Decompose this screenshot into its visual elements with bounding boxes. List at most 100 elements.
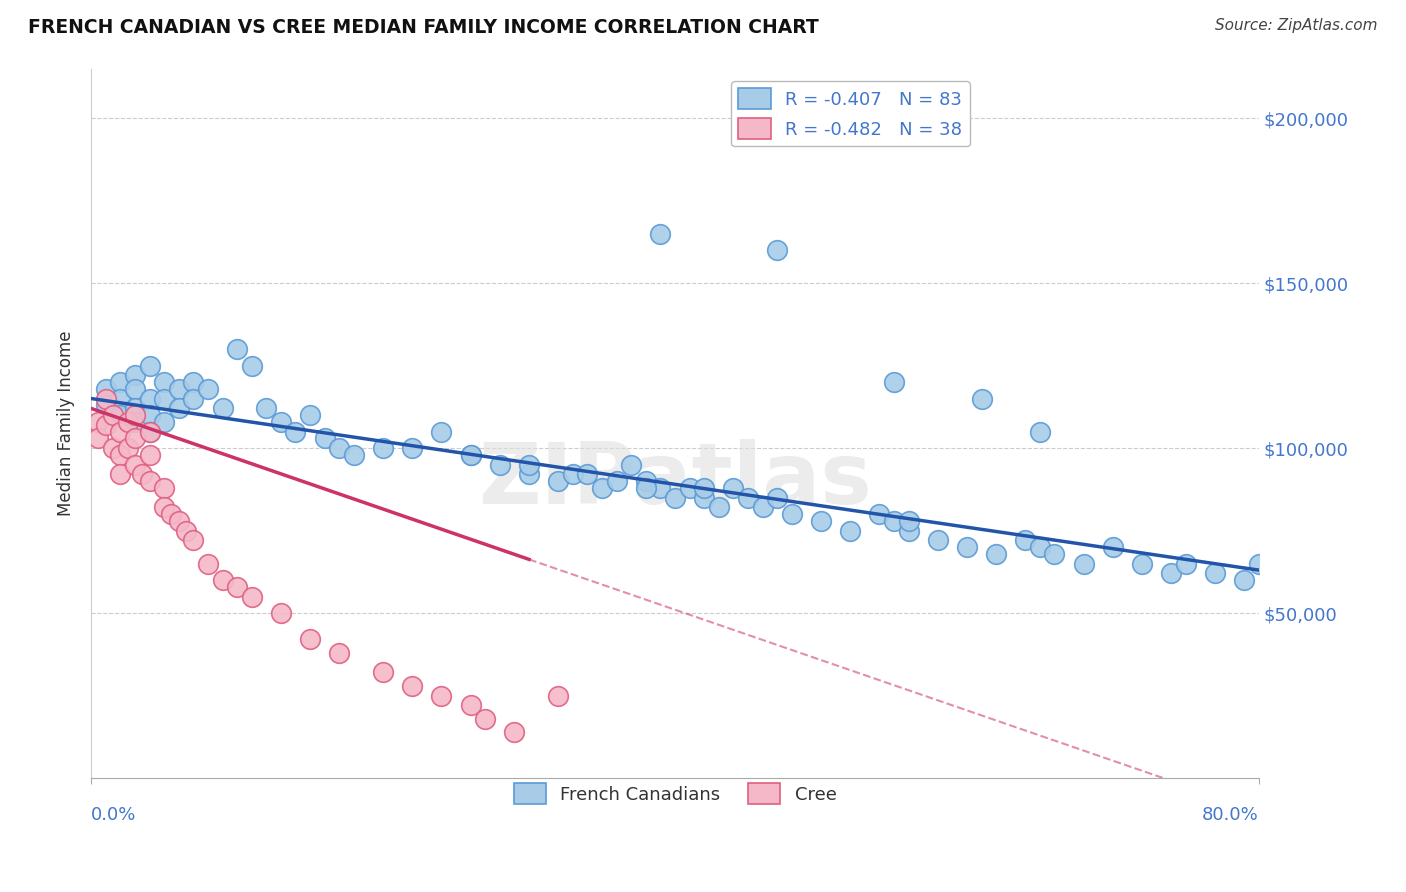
Point	[153, 392, 176, 406]
Point	[1130, 557, 1153, 571]
Point	[620, 458, 643, 472]
Point	[868, 507, 890, 521]
Point	[131, 467, 153, 482]
Point	[211, 573, 233, 587]
Point	[124, 382, 146, 396]
Point	[110, 392, 132, 406]
Point	[94, 382, 117, 396]
Point	[460, 448, 482, 462]
Point	[124, 458, 146, 472]
Point	[124, 368, 146, 383]
Point	[766, 491, 789, 505]
Point	[693, 481, 716, 495]
Point	[751, 500, 773, 515]
Point	[883, 375, 905, 389]
Point	[503, 724, 526, 739]
Point	[897, 514, 920, 528]
Point	[124, 431, 146, 445]
Point	[94, 417, 117, 432]
Point	[707, 500, 730, 515]
Point	[94, 398, 117, 412]
Point	[124, 401, 146, 416]
Point	[254, 401, 277, 416]
Point	[117, 441, 139, 455]
Point	[138, 392, 160, 406]
Point	[226, 580, 249, 594]
Point	[138, 425, 160, 439]
Point	[138, 448, 160, 462]
Point	[153, 375, 176, 389]
Point	[810, 514, 832, 528]
Point	[226, 342, 249, 356]
Point	[328, 441, 350, 455]
Point	[181, 533, 204, 548]
Point	[138, 359, 160, 373]
Point	[110, 408, 132, 422]
Point	[460, 448, 482, 462]
Point	[153, 481, 176, 495]
Y-axis label: Median Family Income: Median Family Income	[58, 331, 75, 516]
Point	[87, 415, 110, 429]
Point	[693, 491, 716, 505]
Point	[138, 474, 160, 488]
Point	[430, 425, 453, 439]
Point	[211, 401, 233, 416]
Point	[314, 431, 336, 445]
Point	[371, 441, 394, 455]
Text: 80.0%: 80.0%	[1202, 806, 1258, 824]
Point	[1073, 557, 1095, 571]
Point	[517, 458, 540, 472]
Point	[517, 467, 540, 482]
Point	[766, 243, 789, 257]
Point	[1174, 557, 1197, 571]
Point	[160, 507, 183, 521]
Point	[474, 712, 496, 726]
Text: ZIPatlas: ZIPatlas	[478, 439, 872, 522]
Point	[110, 448, 132, 462]
Point	[124, 415, 146, 429]
Point	[897, 524, 920, 538]
Point	[110, 467, 132, 482]
Point	[138, 408, 160, 422]
Point	[138, 425, 160, 439]
Point	[1204, 566, 1226, 581]
Point	[174, 524, 197, 538]
Point	[153, 500, 176, 515]
Point	[240, 590, 263, 604]
Point	[167, 401, 190, 416]
Point	[101, 408, 124, 422]
Point	[153, 415, 176, 429]
Point	[430, 689, 453, 703]
Point	[678, 481, 700, 495]
Point	[167, 514, 190, 528]
Point	[197, 382, 219, 396]
Point	[956, 540, 979, 554]
Text: FRENCH CANADIAN VS CREE MEDIAN FAMILY INCOME CORRELATION CHART: FRENCH CANADIAN VS CREE MEDIAN FAMILY IN…	[28, 18, 818, 37]
Point	[650, 227, 672, 241]
Point	[270, 415, 292, 429]
Point	[401, 679, 423, 693]
Point	[634, 481, 657, 495]
Point	[984, 547, 1007, 561]
Point	[547, 474, 569, 488]
Point	[460, 698, 482, 713]
Legend: French Canadians, Cree: French Canadians, Cree	[506, 776, 844, 812]
Point	[343, 448, 366, 462]
Point	[927, 533, 949, 548]
Point	[780, 507, 803, 521]
Point	[181, 392, 204, 406]
Point	[124, 408, 146, 422]
Point	[94, 392, 117, 406]
Point	[650, 481, 672, 495]
Point	[197, 557, 219, 571]
Point	[87, 431, 110, 445]
Point	[576, 467, 599, 482]
Text: 0.0%: 0.0%	[91, 806, 136, 824]
Point	[970, 392, 993, 406]
Point	[664, 491, 686, 505]
Point	[561, 467, 583, 482]
Point	[371, 665, 394, 680]
Point	[401, 441, 423, 455]
Point	[634, 474, 657, 488]
Point	[284, 425, 307, 439]
